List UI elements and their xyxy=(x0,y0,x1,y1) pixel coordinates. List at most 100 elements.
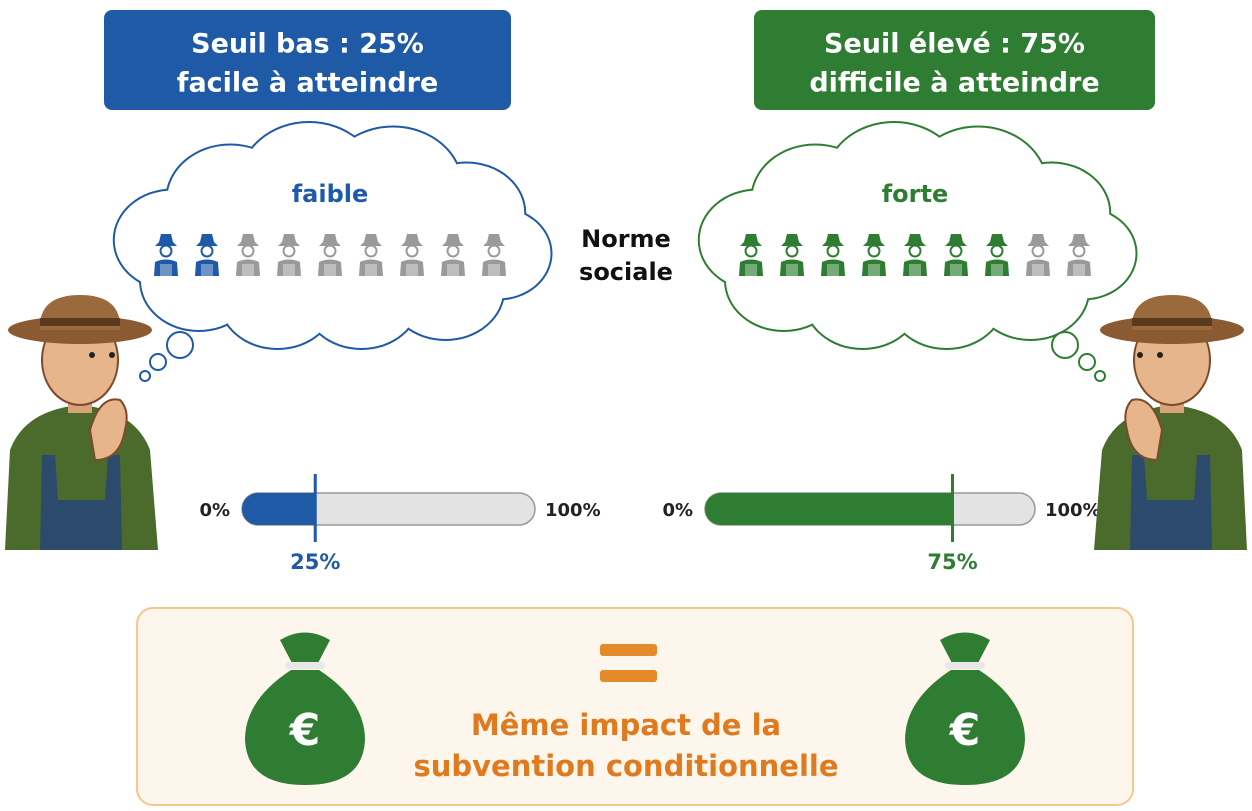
person-head xyxy=(785,244,799,258)
bar-min-label: 0% xyxy=(662,500,693,521)
person-body xyxy=(780,259,804,276)
person-overall xyxy=(868,264,880,276)
title-text: Seuil élevé : 75% xyxy=(824,29,1085,60)
currency-symbol: € xyxy=(949,705,981,756)
person-head xyxy=(405,244,419,258)
person-hat xyxy=(740,234,762,246)
person-icon xyxy=(1067,234,1091,276)
person-icon xyxy=(400,234,424,276)
person-head xyxy=(323,244,337,258)
currency-symbol: € xyxy=(289,705,321,756)
person-head xyxy=(241,244,255,258)
person-hat xyxy=(483,234,505,246)
center-label: sociale xyxy=(579,258,673,286)
farmer-hat-band xyxy=(40,318,120,326)
person-hat xyxy=(863,234,885,246)
person-icon xyxy=(154,234,178,276)
person-body xyxy=(318,259,342,276)
bag-tie xyxy=(285,662,325,669)
person-head xyxy=(990,244,1004,258)
title-box xyxy=(754,10,1155,110)
person-icon xyxy=(318,234,342,276)
thought-bubble xyxy=(139,370,151,382)
person-hat xyxy=(278,234,300,246)
person-icon xyxy=(277,234,301,276)
person-hat xyxy=(442,234,464,246)
thought-bubble xyxy=(1094,370,1106,382)
farmer xyxy=(1094,295,1247,550)
person-overall xyxy=(201,264,213,276)
person-head xyxy=(282,244,296,258)
person-head xyxy=(364,244,378,258)
farmer xyxy=(5,295,158,550)
person-body xyxy=(236,259,260,276)
person-head xyxy=(487,244,501,258)
farmer-hat-band xyxy=(1132,318,1212,326)
bag-body xyxy=(905,670,1025,785)
person-overall xyxy=(488,264,500,276)
thought-bubble xyxy=(1051,331,1079,359)
person-overall xyxy=(324,264,336,276)
person-body xyxy=(441,259,465,276)
bar-fill xyxy=(705,493,953,525)
person-head xyxy=(867,244,881,258)
cloud-fill xyxy=(768,177,936,321)
person-overall xyxy=(827,264,839,276)
person-icon xyxy=(739,234,763,276)
person-body xyxy=(903,259,927,276)
person-hat xyxy=(904,234,926,246)
person-overall xyxy=(991,264,1003,276)
farmer-eye xyxy=(109,352,115,358)
person-hat xyxy=(1027,234,1049,246)
person-body xyxy=(985,259,1009,276)
person-body xyxy=(277,259,301,276)
person-overall xyxy=(365,264,377,276)
cloud-fill xyxy=(183,177,351,321)
bag-body xyxy=(245,670,365,785)
person-hat xyxy=(360,234,382,246)
bar-max-label: 100% xyxy=(545,500,601,521)
person-icon xyxy=(441,234,465,276)
person-body xyxy=(154,259,178,276)
person-overall xyxy=(745,264,757,276)
person-head xyxy=(1072,244,1086,258)
person-overall xyxy=(950,264,962,276)
thought-cloud xyxy=(112,121,553,350)
equals-sign xyxy=(600,670,657,682)
person-body xyxy=(739,259,763,276)
person-icon xyxy=(780,234,804,276)
farmer-hand xyxy=(88,398,128,462)
farmer-eye xyxy=(89,352,95,358)
person-head xyxy=(446,244,460,258)
person-hat xyxy=(319,234,341,246)
thought-bubble xyxy=(149,353,167,371)
threshold-label: 75% xyxy=(927,550,977,574)
person-body xyxy=(482,259,506,276)
cloud-fill xyxy=(319,177,488,321)
person-head xyxy=(949,244,963,258)
person-overall xyxy=(242,264,254,276)
person-body xyxy=(821,259,845,276)
person-head xyxy=(200,244,214,258)
person-overall xyxy=(1032,264,1044,276)
person-icon xyxy=(944,234,968,276)
person-overall xyxy=(786,264,798,276)
person-icon xyxy=(195,234,219,276)
person-overall xyxy=(160,264,172,276)
bar-min-label: 0% xyxy=(199,500,230,521)
equals-sign xyxy=(600,644,657,656)
person-overall xyxy=(1073,264,1085,276)
farmer-eye xyxy=(1157,352,1163,358)
person-icon xyxy=(482,234,506,276)
title-text: facile à atteindre xyxy=(177,68,439,99)
money-bag: € xyxy=(905,632,1025,785)
title-box xyxy=(104,10,511,110)
person-hat xyxy=(401,234,423,246)
title-text: Seuil bas : 25% xyxy=(191,29,424,60)
farmer-eye xyxy=(1137,352,1143,358)
person-hat xyxy=(781,234,803,246)
person-body xyxy=(400,259,424,276)
bag-top xyxy=(940,632,990,665)
person-icon xyxy=(862,234,886,276)
